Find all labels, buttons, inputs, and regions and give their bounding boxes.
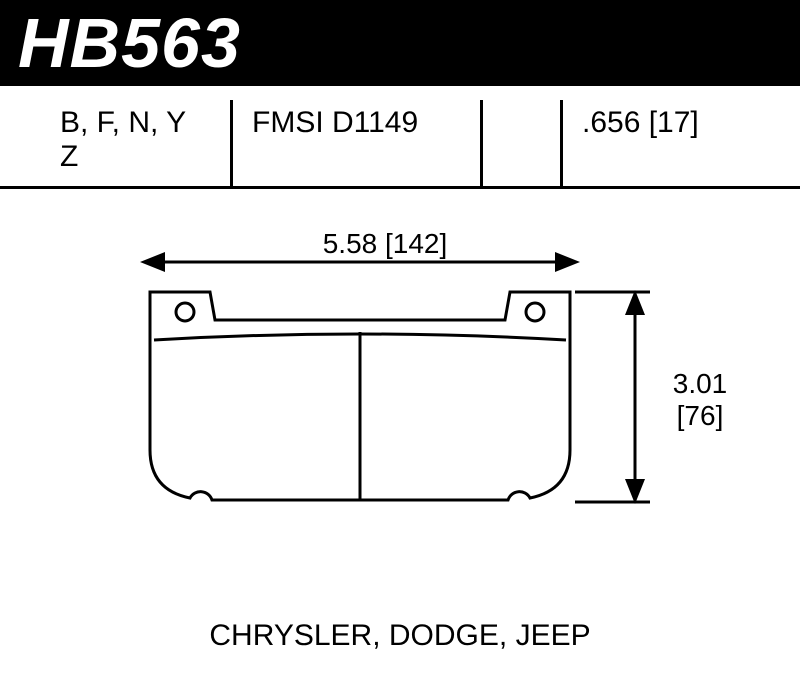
title-bar: HB563 — [0, 0, 800, 86]
thickness-value: .656 [17] — [582, 106, 699, 140]
spec-divider-3 — [560, 100, 563, 186]
page: HB563 B, F, N, Y Z FMSI D1149 .656 [17] … — [0, 0, 800, 691]
spec-divider-2 — [480, 100, 483, 186]
brake-pad-diagram — [0, 220, 800, 600]
compounds-line1: B, F, N, Y — [60, 106, 186, 140]
part-number: HB563 — [18, 3, 241, 83]
spec-divider-1 — [230, 100, 233, 186]
vehicle-makes: CHRYSLER, DODGE, JEEP — [0, 619, 800, 653]
compounds-line2: Z — [60, 140, 78, 174]
fmsi-code: FMSI D1149 — [252, 106, 418, 140]
spec-underline — [0, 186, 800, 189]
